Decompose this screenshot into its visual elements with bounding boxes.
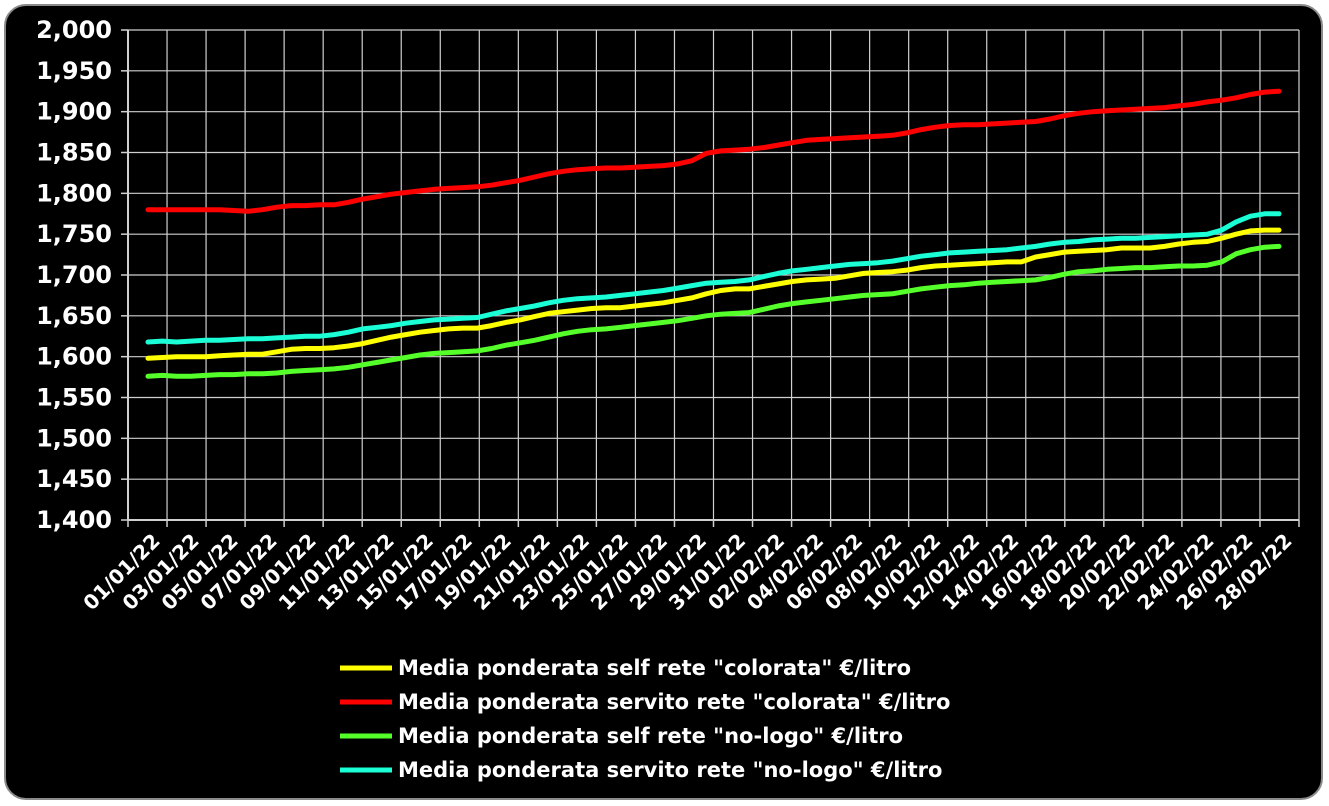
series-line-2 bbox=[145, 88, 1282, 214]
series-line-4 bbox=[145, 211, 1282, 345]
grid-lines bbox=[127, 29, 1300, 521]
y-tick-label: 1,550 bbox=[36, 384, 112, 412]
series-line-3 bbox=[145, 243, 1282, 379]
y-tick-label: 1,450 bbox=[36, 465, 112, 493]
legend: Media ponderata self rete "colorata" €/l… bbox=[340, 656, 950, 782]
legend-label-2: Media ponderata servito rete "colorata" … bbox=[398, 690, 950, 714]
chart-frame bbox=[4, 4, 1323, 800]
series-line-1 bbox=[145, 227, 1282, 361]
y-tick-label: 1,900 bbox=[36, 98, 112, 126]
x-axis-tick-labels: 01/01/2203/01/2205/01/2207/01/2209/01/22… bbox=[78, 529, 1296, 615]
legend-label-4: Media ponderata servito rete "no-logo" €… bbox=[398, 758, 942, 782]
legend-label-3: Media ponderata self rete "no-logo" €/li… bbox=[398, 724, 903, 748]
legend-label-1: Media ponderata self rete "colorata" €/l… bbox=[398, 656, 911, 680]
y-tick-label: 1,700 bbox=[36, 261, 112, 289]
y-tick-label: 1,850 bbox=[36, 139, 112, 167]
y-axis-tick-labels: 1,400 1,450 1,500 1,550 1,600 1,650 1,700 1,750… bbox=[36, 16, 112, 534]
y-tick-label: 1,400 bbox=[36, 506, 112, 534]
y-tick-label: 1,500 bbox=[36, 424, 112, 452]
y-tick-label: 1,600 bbox=[36, 343, 112, 371]
y-tick-label: 2,000 bbox=[36, 16, 112, 44]
y-tick-label: 1,650 bbox=[36, 302, 112, 330]
axes bbox=[121, 29, 1300, 527]
series-lines bbox=[145, 88, 1282, 379]
y-tick-label: 1,800 bbox=[36, 179, 112, 207]
y-tick-label: 1,950 bbox=[36, 57, 112, 85]
y-tick-label: 1,750 bbox=[36, 220, 112, 248]
